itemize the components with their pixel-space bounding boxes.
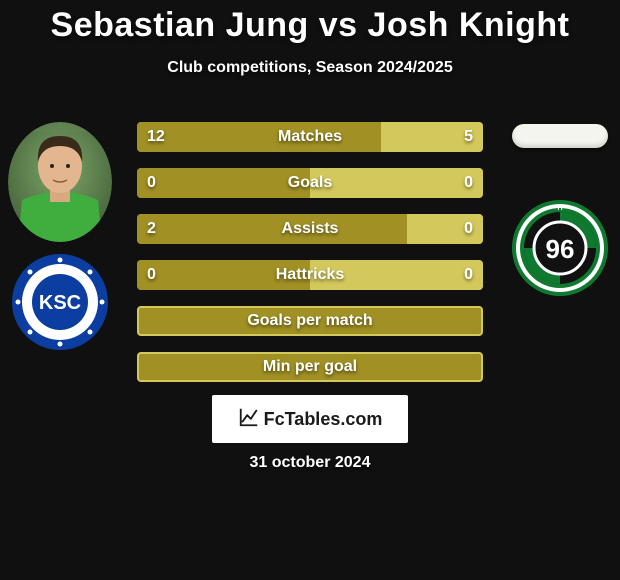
subtitle: Club competitions, Season 2024/2025 — [0, 59, 620, 77]
stat-label: Goals — [137, 168, 483, 198]
brand-text: FcTables.com — [264, 409, 383, 430]
stats-area: 12 Matches 5 0 Goals 0 2 Assists 0 0 Hat… — [137, 122, 483, 398]
player1-name: Sebastian Jung — [51, 6, 309, 44]
left-column: KSC — [0, 122, 120, 352]
player1-club-badge: KSC — [10, 252, 110, 352]
stat-row-goals: 0 Goals 0 — [137, 168, 483, 198]
stat-row-hattricks: 0 Hattricks 0 — [137, 260, 483, 290]
stat-value-right: 5 — [464, 122, 473, 152]
stat-value-right: 0 — [464, 168, 473, 198]
svg-text:96: 96 — [546, 234, 575, 264]
stat-label: Goals per match — [139, 308, 481, 334]
date-text: 31 october 2024 — [0, 454, 620, 472]
player1-avatar — [8, 122, 112, 242]
stat-label: Hattricks — [137, 260, 483, 290]
svg-text:H: H — [557, 205, 562, 212]
stat-label: Assists — [137, 214, 483, 244]
player2-avatar-placeholder — [512, 124, 608, 148]
svg-text:KSC: KSC — [39, 292, 81, 314]
stat-value-right: 0 — [464, 214, 473, 244]
stat-row-matches: 12 Matches 5 — [137, 122, 483, 152]
player2-name: Josh Knight — [368, 6, 570, 44]
stat-row-min-per-goal: Min per goal — [137, 352, 483, 382]
right-column: 96 H — [500, 122, 620, 298]
stat-row-assists: 2 Assists 0 — [137, 214, 483, 244]
chart-icon — [238, 406, 260, 433]
stat-label: Min per goal — [139, 354, 481, 380]
page-title: Sebastian Jung vs Josh Knight — [0, 0, 620, 45]
stat-value-right: 0 — [464, 260, 473, 290]
vs-text: vs — [319, 6, 358, 44]
player2-club-badge: 96 H — [510, 198, 610, 298]
brand-box[interactable]: FcTables.com — [212, 395, 408, 443]
stat-row-goals-per-match: Goals per match — [137, 306, 483, 336]
stat-label: Matches — [137, 122, 483, 152]
